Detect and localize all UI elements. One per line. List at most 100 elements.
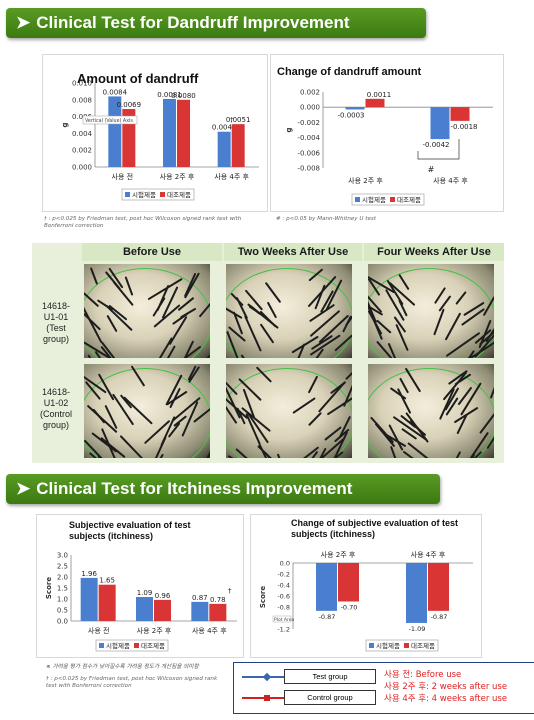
legend-swatch-test bbox=[125, 192, 130, 197]
scalp-photo-test-before bbox=[84, 264, 210, 358]
y-tick-label: 0.5 bbox=[57, 607, 68, 615]
y-tick-label: 2.0 bbox=[57, 574, 68, 582]
data-label: 1.65 bbox=[99, 577, 115, 585]
legend-swatch-control bbox=[404, 643, 409, 648]
bar-test bbox=[345, 107, 365, 110]
y-tick-label: -0.2 bbox=[277, 571, 290, 579]
y-tick-label: 3.0 bbox=[57, 552, 68, 560]
y-tick-label: -0.002 bbox=[297, 119, 320, 127]
measurement-circle bbox=[84, 368, 210, 458]
bar-control bbox=[365, 98, 385, 108]
data-label: 0.0051 bbox=[226, 116, 251, 124]
data-label: -0.0003 bbox=[337, 111, 364, 119]
y-tick-label: 0.006 bbox=[72, 113, 93, 121]
y-tick-label: 0.004 bbox=[72, 130, 93, 138]
x-tick-label: 사용 4주 후 bbox=[214, 172, 249, 181]
y-tick-label: 0.0 bbox=[280, 560, 290, 568]
measurement-circle bbox=[84, 268, 210, 358]
y-tick-label: -0.4 bbox=[277, 582, 290, 590]
significance-bracket bbox=[417, 139, 460, 160]
legend-label-test: 시험제품 bbox=[132, 191, 156, 199]
x-tick-label: 사용 2주 후 bbox=[348, 176, 383, 185]
chart-itchiness-change: Change of subjective evaluation of tests… bbox=[259, 518, 473, 652]
x-tick-label: 사용 4주 후 bbox=[411, 550, 446, 559]
measurement-circle bbox=[368, 368, 494, 458]
bar-test bbox=[191, 601, 209, 621]
bar-control bbox=[450, 107, 470, 121]
chart-title: Change of dandruff amount bbox=[277, 66, 422, 78]
footnote-change: # : p<0.05 by Mann-Whitney U test bbox=[276, 216, 377, 222]
data-label: -0.0018 bbox=[450, 123, 477, 131]
arrow-bullet-icon: ➤ bbox=[16, 13, 31, 32]
legend-swatch-test bbox=[369, 643, 374, 648]
data-label: -0.87 bbox=[319, 613, 336, 621]
y-axis-label: g bbox=[61, 122, 69, 127]
data-label: -0.87 bbox=[431, 613, 448, 621]
annotation-hash: # bbox=[428, 165, 435, 174]
hair-strand bbox=[344, 366, 352, 381]
section-banner-dandruff: ➤ Clinical Test for Dandruff Improvement … bbox=[6, 8, 426, 62]
test-marker-icon bbox=[262, 672, 272, 682]
y-tick-label: -0.6 bbox=[277, 593, 290, 601]
data-label: 0.78 bbox=[210, 596, 226, 604]
chart-panel-itchiness-change: Change of subjective evaluation of test s… bbox=[250, 514, 482, 658]
bar-control bbox=[98, 584, 116, 621]
y-tick-label: 0.002 bbox=[300, 89, 320, 97]
x-tick-label: 사용 2주 후 bbox=[160, 172, 195, 181]
annotation-plot-area: Plot Area bbox=[274, 617, 295, 623]
column-header-before: Before Use bbox=[82, 243, 222, 261]
legend-test-label: Test group bbox=[284, 669, 376, 684]
y-tick-label: 0.008 bbox=[72, 96, 92, 104]
annotation-dagger: † bbox=[230, 116, 234, 124]
y-tick-label: 2.5 bbox=[57, 563, 68, 571]
row-label-control: 14618- U1-02 (Control group) bbox=[39, 387, 72, 430]
y-tick-label: -0.006 bbox=[297, 149, 320, 157]
footnote-itch-korean: ※ 가려움 평가 점수가 낮아질수록 가려움 정도가 개선됨을 의미함 bbox=[46, 664, 199, 670]
legend-swatch-test bbox=[99, 643, 104, 648]
bar-test bbox=[430, 107, 450, 140]
scalp-photo-control-4weeks bbox=[368, 364, 494, 458]
bar-control bbox=[154, 599, 171, 621]
legend-box bbox=[121, 188, 195, 201]
legend-box bbox=[95, 639, 169, 652]
scalp-photo-test-4weeks bbox=[368, 264, 494, 358]
y-tick-label: -1.2 bbox=[277, 626, 290, 634]
row-label-test: 14618- U1-01 (Test group) bbox=[41, 301, 71, 344]
data-label: 0.96 bbox=[155, 592, 171, 600]
bottom-legend: Test group Control group 사용 전: Before us… bbox=[233, 662, 534, 714]
x-tick-label: 사용 4주 후 bbox=[433, 176, 468, 185]
footnote-amount: † : p<0.025 by Friedman test, post hoc W… bbox=[44, 216, 242, 229]
data-label: 0.0081 bbox=[157, 91, 182, 99]
legend-box bbox=[351, 193, 425, 206]
chart-title-line-0: Change of subjective evaluation of test bbox=[291, 518, 458, 528]
chart-title-line-1: subjects (itchiness) bbox=[291, 529, 375, 539]
x-tick-label: 사용 전 bbox=[88, 626, 110, 635]
bar-test bbox=[217, 131, 231, 167]
x-tick-label: 사용 전 bbox=[112, 172, 134, 181]
bar-test bbox=[406, 563, 427, 623]
annotation-dagger: † bbox=[228, 587, 232, 595]
y-axis-label: Score bbox=[259, 586, 267, 608]
bar-control bbox=[209, 603, 227, 621]
bar-test bbox=[108, 96, 122, 167]
control-marker-icon bbox=[264, 695, 270, 701]
annotation-box bbox=[82, 115, 138, 125]
data-label: -0.0042 bbox=[422, 141, 449, 149]
data-label: 1.09 bbox=[137, 589, 153, 597]
hair-strand bbox=[489, 380, 494, 399]
translation-before: 사용 전: Before use bbox=[384, 670, 462, 680]
measurement-circle bbox=[226, 368, 352, 458]
chart-title: Amount of dandruff bbox=[77, 71, 199, 86]
bar-control bbox=[231, 124, 245, 167]
legend-label-test: 시험제품 bbox=[106, 642, 130, 650]
column-header-two-weeks: Two Weeks After Use bbox=[224, 243, 362, 261]
data-label: 0.87 bbox=[192, 594, 208, 602]
scalp-photo-test-2weeks bbox=[226, 264, 352, 358]
y-tick-label: 0.002 bbox=[72, 147, 92, 155]
legend-swatch-test bbox=[355, 197, 360, 202]
y-tick-label: 1.0 bbox=[57, 596, 68, 604]
x-tick-label: 사용 2주 후 bbox=[321, 550, 356, 559]
y-tick-label: 0.000 bbox=[300, 104, 320, 112]
